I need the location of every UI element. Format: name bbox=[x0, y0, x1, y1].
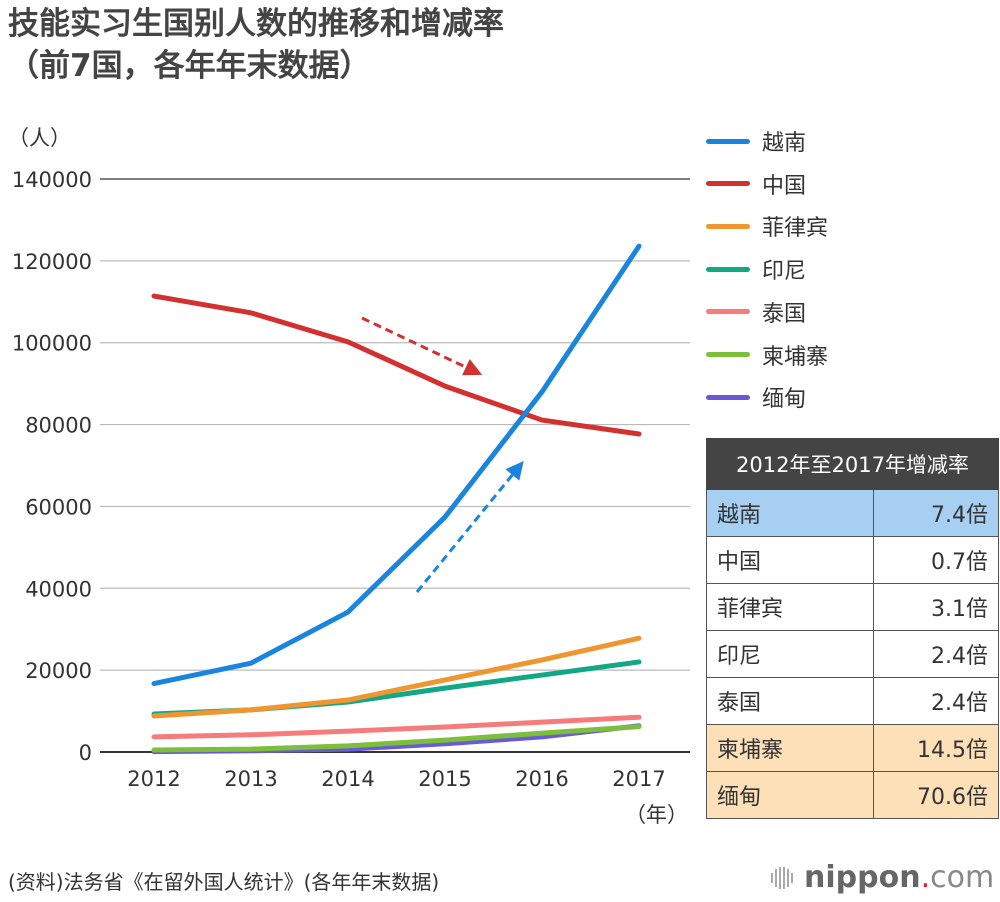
trend-arrow-down bbox=[361, 316, 483, 376]
country-cell: 缅甸 bbox=[706, 771, 874, 819]
x-tick-label: 2012 bbox=[127, 767, 180, 791]
table-row: 越南 7.4倍 bbox=[706, 489, 999, 537]
legend-label: 印尼 bbox=[762, 259, 807, 285]
y-tick-label: 80000 bbox=[25, 414, 92, 438]
series-line bbox=[151, 243, 642, 687]
x-axis-label: （年） bbox=[625, 803, 688, 827]
y-tick-label: 40000 bbox=[25, 577, 92, 601]
table-row: 菲律宾 3.1倍 bbox=[706, 583, 999, 631]
legend-label: 菲律宾 bbox=[762, 216, 829, 242]
y-tick-label: 140000 bbox=[12, 168, 92, 192]
legend-swatch bbox=[706, 352, 750, 357]
table-row: 缅甸 70.6倍 bbox=[706, 771, 999, 819]
legend-swatch bbox=[706, 394, 750, 400]
x-tick-label: 2013 bbox=[224, 767, 277, 791]
legend-item: 泰国 bbox=[706, 297, 806, 327]
legend-item: 柬埔寨 bbox=[706, 340, 828, 370]
title-line2: （前7国，各年年末数据） bbox=[8, 48, 371, 84]
y-tick-label: 20000 bbox=[25, 659, 92, 683]
series-line bbox=[151, 293, 642, 437]
rate-cell: 7.4倍 bbox=[873, 489, 999, 537]
x-tick-label: 2016 bbox=[515, 767, 568, 791]
legend-label: 越南 bbox=[762, 131, 807, 156]
logo-tld: com bbox=[930, 860, 995, 895]
rate-cell: 2.4倍 bbox=[873, 677, 999, 725]
logo-dot: . bbox=[920, 860, 931, 895]
legend-item: 印尼 bbox=[706, 254, 806, 284]
legend-swatch bbox=[706, 138, 750, 144]
table-row: 泰国 2.4倍 bbox=[706, 677, 999, 725]
table-row: 印尼 2.4倍 bbox=[706, 630, 999, 678]
country-cell: 泰国 bbox=[706, 677, 874, 725]
rate-cell: 2.4倍 bbox=[873, 630, 999, 678]
country-cell: 菲律宾 bbox=[706, 583, 874, 631]
country-cell: 印尼 bbox=[706, 630, 874, 678]
logo-main: nippon bbox=[804, 860, 921, 895]
rate-cell: 14.5倍 bbox=[873, 724, 999, 772]
y-tick-label: 60000 bbox=[25, 495, 92, 519]
legend-label: 缅甸 bbox=[762, 387, 807, 413]
y-axis-label: （人） bbox=[8, 126, 71, 150]
country-cell: 越南 bbox=[706, 489, 874, 537]
table-header: 2012年至2017年增减率 bbox=[706, 438, 999, 490]
legend-item: 中国 bbox=[706, 169, 806, 199]
legend-item: 越南 bbox=[706, 126, 806, 156]
legend-label: 柬埔寨 bbox=[762, 344, 829, 370]
legend-swatch bbox=[706, 266, 750, 272]
country-cell: 中国 bbox=[706, 536, 874, 584]
x-tick-label: 2015 bbox=[418, 767, 471, 791]
y-tick-label: 0 bbox=[79, 741, 92, 765]
table-row: 中国 0.7倍 bbox=[706, 536, 999, 584]
legend-label: 中国 bbox=[762, 173, 807, 199]
title-line1: 技能实习生国别人数的推移和增减率 bbox=[8, 6, 504, 42]
legend-swatch bbox=[706, 223, 750, 229]
series-line bbox=[151, 635, 642, 719]
legend-label: 泰国 bbox=[762, 301, 807, 327]
rate-cell: 3.1倍 bbox=[873, 583, 999, 631]
legend-item: 缅甸 bbox=[706, 382, 806, 412]
country-cell: 柬埔寨 bbox=[706, 724, 874, 772]
legend-swatch bbox=[706, 309, 750, 315]
x-tick-label: 2014 bbox=[321, 767, 374, 791]
table-row: 柬埔寨 14.5倍 bbox=[706, 724, 999, 772]
y-tick-label: 120000 bbox=[12, 250, 92, 274]
legend-swatch bbox=[706, 181, 750, 187]
trend-arrow-up bbox=[415, 461, 524, 593]
series-line bbox=[151, 724, 642, 753]
legend-item: 菲律宾 bbox=[706, 211, 828, 241]
rate-cell: 70.6倍 bbox=[873, 771, 999, 819]
rate-cell: 0.7倍 bbox=[873, 536, 999, 584]
rate-table: 2012年至2017年增减率 越南 7.4倍 中国 0.7倍 菲律宾 3.1倍 印尼 2.4倍… bbox=[706, 438, 999, 819]
y-tick-label: 100000 bbox=[12, 332, 92, 356]
source-note: (资料)法务省《在留外国人统计》(各年年末数据) bbox=[8, 870, 440, 894]
series-line bbox=[151, 714, 642, 740]
nippon-logo: nippon. com bbox=[770, 860, 994, 895]
x-tick-label: 2017 bbox=[612, 767, 665, 791]
logo-bars-icon bbox=[771, 866, 793, 889]
